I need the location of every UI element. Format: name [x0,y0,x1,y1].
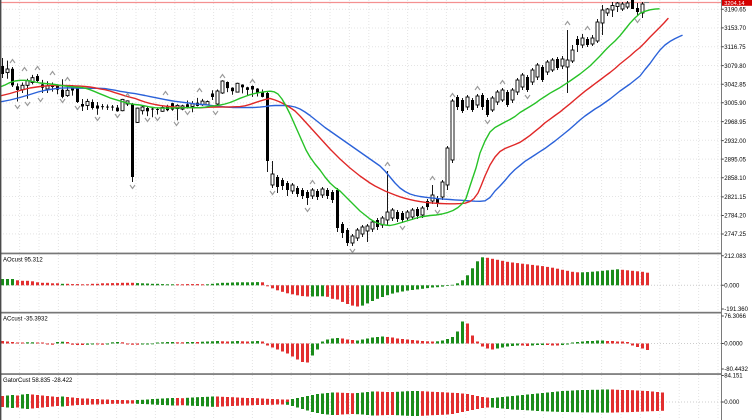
svg-text:3079.80: 3079.80 [724,64,746,70]
svg-text:84.151: 84.151 [724,374,743,380]
svg-text:2858.10: 2858.10 [724,176,746,182]
svg-text:0.000: 0.000 [724,400,740,406]
svg-text:-80.4432: -80.4432 [724,367,748,373]
svg-text:3042.85: 3042.85 [724,82,746,88]
svg-text:3190.65: 3190.65 [724,8,746,14]
svg-text:0.0000: 0.0000 [724,342,743,348]
svg-text:2932.00: 2932.00 [724,139,746,145]
svg-text:-191.360: -191.360 [724,307,748,313]
svg-text:76.3066: 76.3066 [724,314,746,320]
svg-text:2821.15: 2821.15 [724,195,746,201]
svg-text:GatorCust 58.835 -28.422: GatorCust 58.835 -28.422 [3,378,73,384]
svg-text:2747.25: 2747.25 [724,232,746,238]
svg-text:3116.75: 3116.75 [724,45,746,51]
svg-text:2968.95: 2968.95 [724,120,746,126]
svg-text:2784.20: 2784.20 [724,214,746,220]
svg-text:ACcust -35.3932: ACcust -35.3932 [3,317,48,323]
svg-text:3153.70: 3153.70 [724,26,746,32]
svg-text:2895.05: 2895.05 [724,157,746,163]
svg-text:3204.14: 3204.14 [724,1,744,7]
svg-text:3005.90: 3005.90 [724,101,746,107]
svg-text:AOcust 95.312: AOcust 95.312 [3,258,43,264]
svg-text:0.000: 0.000 [724,284,740,290]
svg-text:212.083: 212.083 [724,254,746,260]
